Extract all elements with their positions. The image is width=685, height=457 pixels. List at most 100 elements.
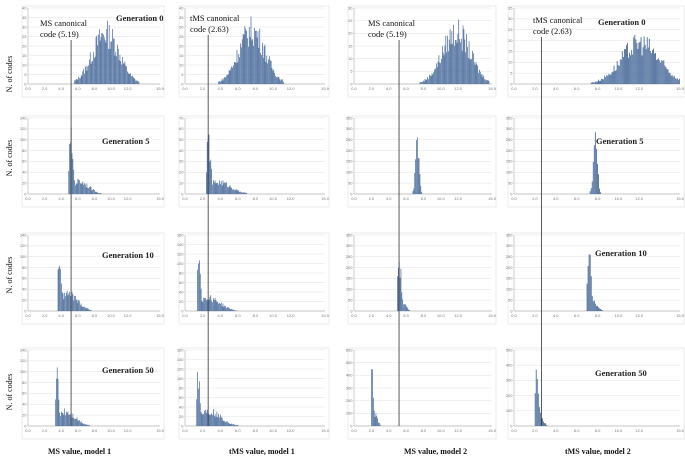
histogram-bar bbox=[420, 81, 422, 84]
histogram-bar bbox=[205, 297, 206, 311]
histogram-bar bbox=[435, 63, 437, 84]
histogram-bar bbox=[92, 189, 94, 194]
panel-frame bbox=[507, 347, 685, 440]
histogram-bar bbox=[199, 381, 200, 426]
y-tick-label: 100 bbox=[20, 369, 27, 374]
histogram-bar bbox=[599, 188, 600, 194]
histogram-bar bbox=[647, 47, 649, 84]
histogram-bar bbox=[86, 70, 88, 84]
histogram-bar bbox=[89, 52, 91, 84]
histogram-bar bbox=[69, 144, 70, 194]
histogram-bar bbox=[217, 417, 219, 426]
histogram-bar bbox=[627, 42, 628, 84]
histogram-bar bbox=[240, 43, 241, 84]
histogram-bar bbox=[264, 44, 266, 84]
histogram-bar bbox=[415, 159, 416, 194]
histogram-panel-r4-c3: 0 100 200 300 400 500 600 0.0 2.0 4.0 6.0 8.0 10.0 12… bbox=[346, 347, 497, 440]
histogram-bar bbox=[61, 411, 62, 426]
histogram-bar bbox=[104, 40, 106, 84]
y-tick-label: 120 bbox=[20, 126, 27, 131]
y-tick-label: 400 bbox=[506, 363, 513, 368]
x-tick-label: 4.0 bbox=[58, 428, 64, 433]
y-tick-label: 25 bbox=[179, 34, 184, 39]
histogram-bar bbox=[210, 295, 212, 311]
histogram-bar bbox=[102, 33, 103, 84]
histogram-bar bbox=[636, 43, 638, 84]
histogram-bar bbox=[59, 412, 61, 426]
y-tick-label: 80 bbox=[179, 270, 184, 275]
histogram-panel-r1-c3: 0 5 10 15 20 25 30 0.0 2.0 4.0 6.0 8.0 10.0 12.0 15.9 bbox=[347, 5, 497, 98]
histogram-bar bbox=[481, 73, 483, 84]
histogram-bar bbox=[127, 72, 129, 84]
histogram-bar bbox=[94, 57, 95, 84]
x-tick-label: 15.9 bbox=[156, 313, 165, 318]
histogram-bar bbox=[210, 159, 212, 194]
histogram-bar bbox=[197, 269, 198, 311]
x-tick-label: 2.0 bbox=[369, 313, 375, 318]
y-tick-label: 10 bbox=[508, 60, 513, 65]
x-tick-label: 12.0 bbox=[635, 428, 644, 433]
x-tick-label: 15.9 bbox=[321, 86, 330, 91]
y-tick-label: 20 bbox=[348, 31, 353, 36]
histogram-bar bbox=[75, 183, 77, 194]
histogram-bar bbox=[208, 299, 210, 311]
x-tick-label: 4.0 bbox=[217, 313, 223, 318]
histogram-bar bbox=[82, 181, 84, 194]
x-tick-label: 12.0 bbox=[124, 428, 133, 433]
histogram-bar bbox=[607, 75, 609, 84]
histogram-bar bbox=[595, 81, 597, 84]
y-tick-label: 140 bbox=[20, 115, 27, 120]
y-tick-label: 120 bbox=[177, 251, 184, 256]
x-tick-label: 2.0 bbox=[42, 428, 48, 433]
histogram-bar bbox=[113, 38, 115, 84]
y-tick-label: 250 bbox=[506, 254, 513, 259]
histogram-bar bbox=[107, 20, 108, 84]
y-tick-label: 60 bbox=[22, 391, 27, 396]
histogram-bar bbox=[76, 417, 78, 426]
histogram-bar bbox=[455, 39, 457, 84]
histogram-bar bbox=[88, 187, 89, 194]
histogram-bar bbox=[200, 411, 202, 426]
histogram-panel-r2-c4: 0 50 100 150 200 250 300 350 0.0 2.0 4.0 6.0 8.0 10.0… bbox=[506, 115, 685, 208]
histogram-bar bbox=[63, 414, 65, 426]
x-tick-label: 10.0 bbox=[269, 428, 278, 433]
y-tick-label: 140 bbox=[177, 242, 184, 247]
histogram-bar bbox=[474, 64, 476, 84]
histogram-bar bbox=[203, 297, 205, 311]
x-tick-label: 10.0 bbox=[107, 86, 116, 91]
histogram-bar bbox=[222, 303, 224, 311]
histogram-bar bbox=[466, 46, 468, 84]
panel-frame bbox=[178, 232, 330, 325]
histogram-bar bbox=[223, 421, 225, 426]
histogram-bar bbox=[263, 46, 265, 84]
y-tick-label: 100 bbox=[20, 254, 27, 259]
x-tick-label: 12.0 bbox=[287, 428, 296, 433]
histogram-bar bbox=[669, 72, 671, 84]
histogram-bar bbox=[590, 188, 592, 194]
histogram-bar bbox=[109, 48, 111, 84]
histogram-bar bbox=[446, 52, 448, 84]
x-tick-label: 4.0 bbox=[58, 86, 64, 91]
x-tick-label: 2.0 bbox=[200, 196, 206, 201]
histogram-bar bbox=[650, 53, 652, 84]
histogram-bar bbox=[78, 179, 80, 194]
histogram-bar bbox=[441, 58, 442, 84]
histogram-bar bbox=[114, 55, 116, 84]
histogram-bar bbox=[237, 189, 239, 194]
histogram-bar bbox=[79, 78, 80, 84]
histogram-bar bbox=[229, 423, 231, 426]
histogram-bar bbox=[230, 309, 232, 311]
x-tick-label: 6.0 bbox=[403, 86, 409, 91]
x-tick-label: 12.0 bbox=[287, 86, 296, 91]
histogram-bar bbox=[637, 48, 639, 84]
x-tick-label: 6.0 bbox=[403, 428, 409, 433]
histogram-bar bbox=[269, 60, 271, 84]
histogram-bar bbox=[227, 186, 228, 194]
histogram-bar bbox=[74, 180, 75, 194]
histogram-bar bbox=[199, 260, 200, 311]
x-tick-label: 0.0 bbox=[182, 86, 188, 91]
generation-label-row3-col1: Generation 10 bbox=[102, 250, 154, 260]
histogram-bar bbox=[435, 68, 436, 84]
x-tick-label: 8.0 bbox=[92, 86, 98, 91]
histogram-bar bbox=[110, 41, 112, 84]
